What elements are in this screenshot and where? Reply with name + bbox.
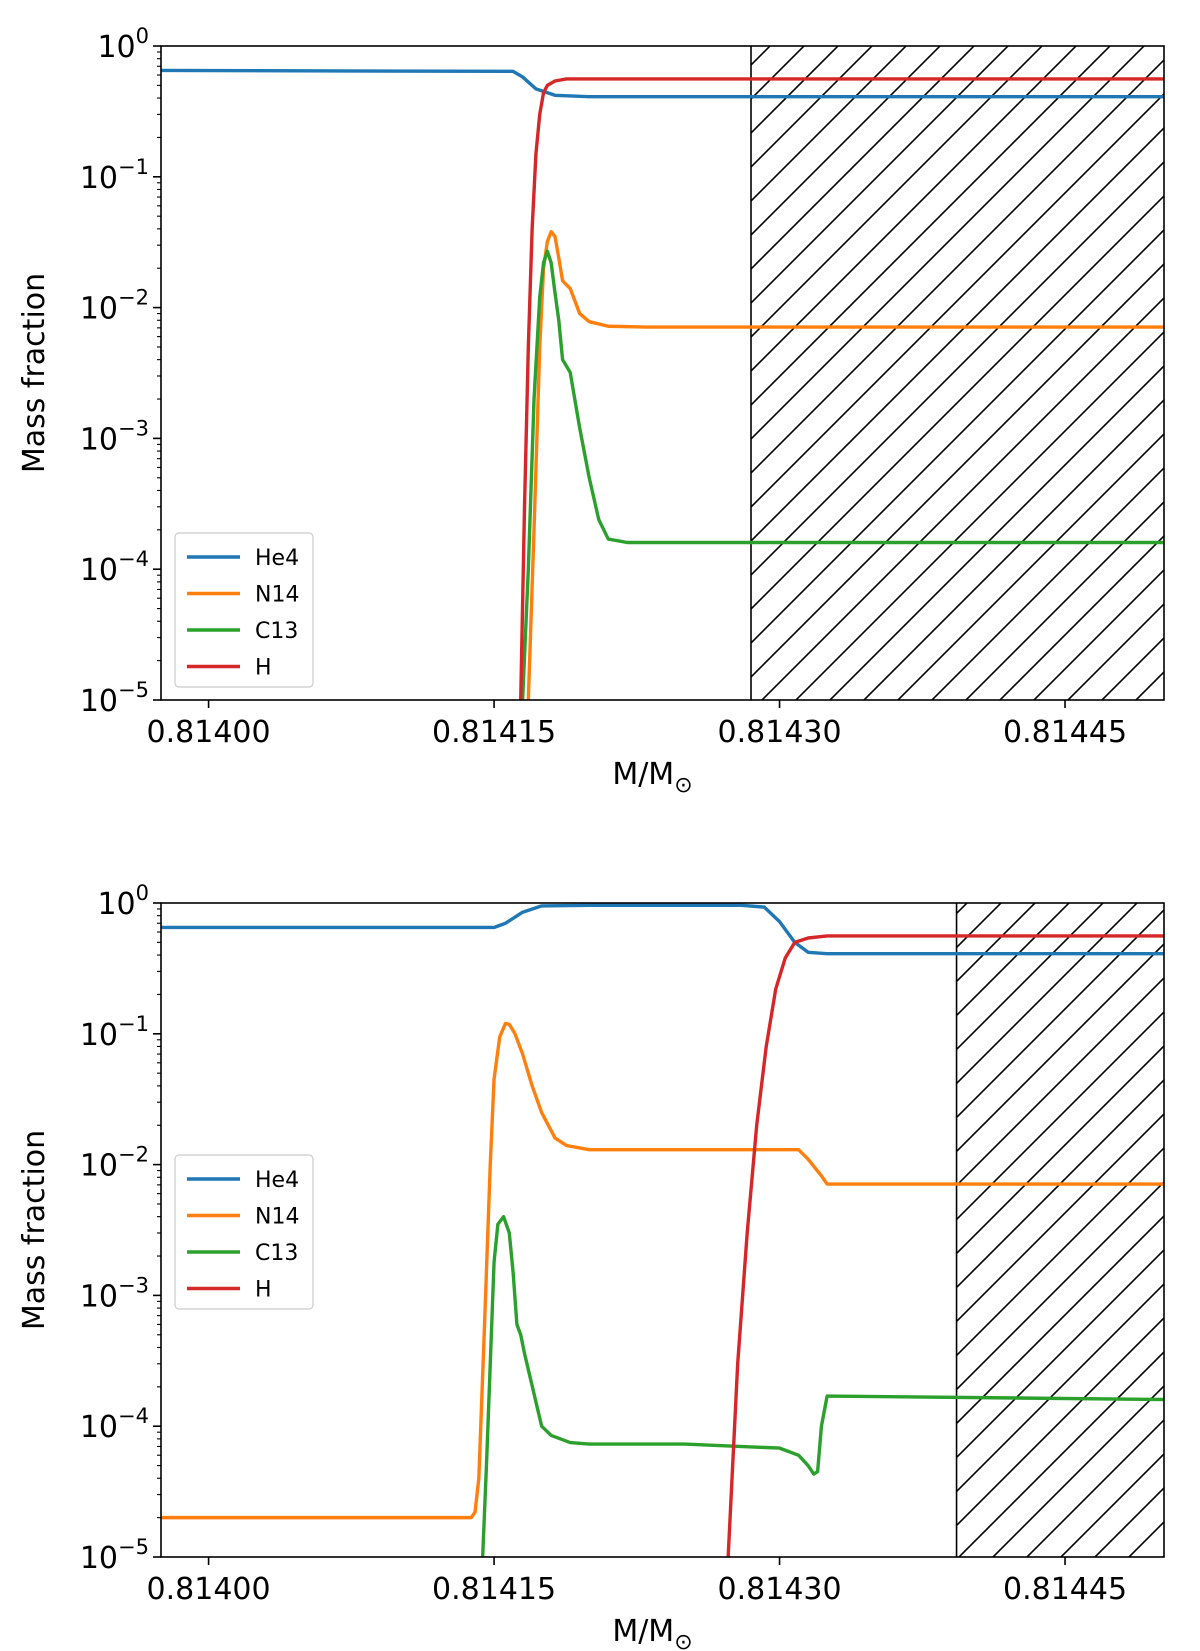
x-axis-label: M/M⊙ bbox=[612, 1614, 692, 1651]
legend-label-c13: C13 bbox=[255, 1241, 298, 1266]
hatched-region bbox=[751, 46, 1164, 700]
legend-label-n14: N14 bbox=[255, 1205, 299, 1230]
series-group bbox=[161, 68, 1164, 700]
legend-label-h: H bbox=[255, 656, 272, 681]
series-line-h bbox=[519, 77, 1164, 700]
y-tick-label: 100 bbox=[97, 881, 149, 922]
series-line-c13 bbox=[520, 249, 1164, 700]
legend-box bbox=[174, 532, 314, 688]
y-tick-label: 100 bbox=[97, 24, 149, 65]
series-line-n14 bbox=[526, 230, 1164, 700]
legend-label-he4: He4 bbox=[255, 546, 299, 571]
x-tick-label: 0.81430 bbox=[718, 1572, 842, 1607]
y-tick-label: 10−2 bbox=[80, 286, 149, 327]
x-tick-label: 0.81445 bbox=[1003, 1572, 1127, 1607]
x-tick-label: 0.81415 bbox=[432, 715, 556, 750]
x-tick-label: 0.81400 bbox=[147, 1572, 271, 1607]
y-tick-label: 10−5 bbox=[80, 1535, 149, 1576]
chart-1: 100 10−1 10−2 10−3 10−4 10−50.81400 0.81415 0.8… bbox=[17, 24, 1165, 798]
y-axis-label: Mass fraction bbox=[17, 273, 52, 473]
series-line-he4 bbox=[161, 903, 1164, 956]
series-line-h bbox=[726, 934, 1164, 1557]
series-line-c13 bbox=[480, 1214, 1164, 1557]
legend: He4 N14 C13 H bbox=[174, 532, 314, 688]
legend-box bbox=[174, 1154, 314, 1310]
y-tick-label: 10−3 bbox=[80, 1273, 149, 1314]
y-tick-label: 10−3 bbox=[80, 416, 149, 457]
y-tick-label: 10−2 bbox=[80, 1143, 149, 1184]
legend-label-he4: He4 bbox=[255, 1168, 299, 1193]
x-tick-label: 0.81400 bbox=[147, 715, 271, 750]
hatched-region bbox=[956, 903, 1164, 1557]
series-line-n14 bbox=[161, 1021, 1164, 1520]
x-tick-label: 0.81415 bbox=[432, 1572, 556, 1607]
legend-label-n14: N14 bbox=[255, 583, 299, 608]
y-tick-label: 10−1 bbox=[80, 155, 149, 196]
axes-frame bbox=[160, 45, 1165, 701]
legend: He4 N14 C13 H bbox=[174, 1154, 314, 1310]
y-tick-label: 10−4 bbox=[80, 1404, 149, 1445]
x-tick-label: 0.81430 bbox=[718, 715, 842, 750]
y-tick-label: 10−1 bbox=[80, 1012, 149, 1053]
y-tick-label: 10−4 bbox=[80, 547, 149, 588]
y-tick-label: 10−5 bbox=[80, 678, 149, 719]
chart-2: 100 10−1 10−2 10−3 10−4 10−50.81400 0.81415 0.8… bbox=[17, 881, 1165, 1651]
y-axis-label: Mass fraction bbox=[17, 1130, 52, 1330]
series-group bbox=[161, 903, 1164, 1557]
legend-label-h: H bbox=[255, 1278, 272, 1303]
x-axis-label: M/M⊙ bbox=[612, 757, 692, 798]
x-tick-label: 0.81445 bbox=[1003, 715, 1127, 750]
axes-frame bbox=[160, 902, 1165, 1558]
legend-label-c13: C13 bbox=[255, 619, 298, 644]
